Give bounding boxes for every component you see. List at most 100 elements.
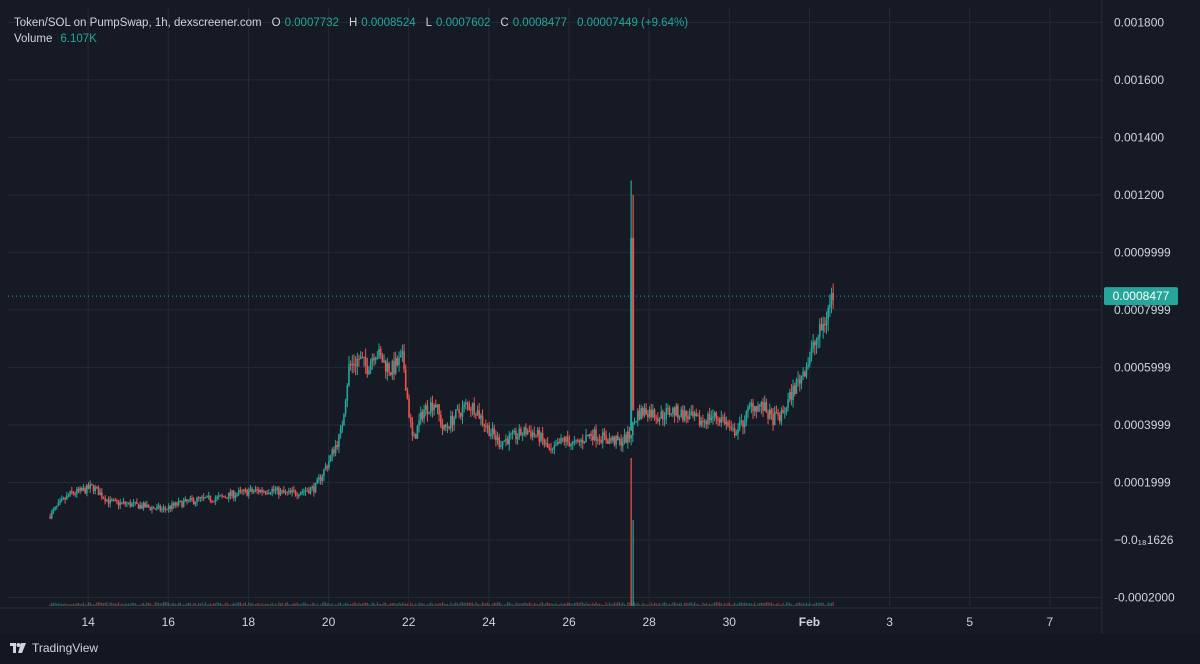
volume-bar bbox=[734, 602, 736, 606]
volume-bar bbox=[418, 602, 420, 606]
candle-body bbox=[289, 490, 292, 493]
candle-body bbox=[712, 416, 714, 418]
volume-bar bbox=[164, 602, 166, 606]
volume-bar bbox=[638, 604, 641, 606]
volume-bar bbox=[284, 602, 287, 606]
candle-body bbox=[648, 409, 651, 418]
volume-bar bbox=[440, 603, 442, 606]
volume-bar bbox=[830, 602, 833, 606]
volume-bar bbox=[435, 603, 437, 606]
price-chart[interactable]: 0.001800 0.001600 0.001400 0.001200 0.000999… bbox=[0, 0, 1200, 634]
volume-bar bbox=[366, 602, 368, 606]
candle-body bbox=[635, 420, 637, 423]
candle-body bbox=[653, 409, 656, 418]
candle-body bbox=[546, 443, 549, 448]
volume-bar bbox=[206, 604, 208, 606]
candle-body bbox=[667, 407, 669, 409]
volume-bar bbox=[184, 604, 186, 606]
volume-bar bbox=[224, 603, 226, 606]
last-price-label: 0.0008477 bbox=[1113, 289, 1170, 303]
candle-body bbox=[237, 490, 240, 494]
volume-bar bbox=[169, 604, 171, 606]
candle-body bbox=[142, 502, 145, 509]
volume-bar bbox=[134, 603, 136, 606]
volume-bar bbox=[72, 603, 75, 606]
volume-bar bbox=[820, 603, 823, 606]
candle-body bbox=[451, 415, 454, 426]
candle-body bbox=[455, 409, 457, 419]
candle-body bbox=[550, 448, 552, 450]
candle-body bbox=[740, 420, 743, 422]
candle-body bbox=[434, 404, 437, 408]
tradingview-brand[interactable]: TradingView bbox=[10, 641, 98, 655]
volume-bar bbox=[428, 603, 430, 606]
volume-bar bbox=[466, 602, 469, 606]
candle-body bbox=[466, 402, 469, 404]
volume-bar bbox=[709, 603, 711, 606]
candle-body bbox=[187, 499, 190, 502]
volume-bar bbox=[750, 603, 752, 606]
candle-body bbox=[790, 392, 793, 401]
volume-bar bbox=[685, 602, 687, 606]
volume-bar bbox=[226, 602, 228, 606]
candle-body bbox=[700, 420, 703, 426]
candle-body bbox=[356, 358, 359, 367]
volume-bar bbox=[496, 602, 499, 606]
volume-bar bbox=[208, 604, 210, 606]
candle-body bbox=[134, 501, 137, 503]
candle-body bbox=[520, 428, 522, 436]
volume-bar bbox=[680, 602, 682, 606]
volume-bar bbox=[316, 603, 318, 606]
high-label: H bbox=[348, 17, 358, 29]
candle-body bbox=[65, 495, 68, 500]
volume-bar bbox=[527, 603, 529, 606]
candle-body bbox=[461, 406, 464, 417]
volume-bar bbox=[256, 603, 258, 606]
candle-body bbox=[313, 486, 315, 493]
candle-body bbox=[131, 503, 133, 507]
candle-body bbox=[129, 502, 132, 507]
candle-body bbox=[411, 421, 414, 436]
volume-bar bbox=[446, 603, 449, 606]
volume-row: Volume 6.107K bbox=[14, 31, 694, 47]
candle-body bbox=[753, 406, 756, 412]
volume-bar bbox=[501, 604, 504, 606]
volume-bar bbox=[552, 603, 554, 606]
high-value: 0.0008524 bbox=[361, 17, 416, 29]
volume-bar bbox=[448, 604, 450, 606]
volume-bar bbox=[121, 603, 123, 606]
volume-bar bbox=[158, 603, 160, 606]
volume-bar bbox=[109, 602, 111, 606]
candle-body bbox=[378, 348, 380, 358]
volume-bar bbox=[368, 604, 370, 606]
candle-body bbox=[808, 357, 811, 365]
volume-bar bbox=[178, 602, 180, 606]
volume-bar bbox=[491, 603, 494, 606]
candle-body bbox=[284, 491, 287, 493]
candle-body bbox=[600, 439, 602, 443]
volume-bar bbox=[166, 602, 168, 606]
candle-body bbox=[236, 493, 238, 496]
candle-body bbox=[176, 502, 178, 506]
candle-body bbox=[767, 412, 769, 419]
candle-body bbox=[505, 438, 507, 441]
candle-body bbox=[431, 402, 434, 411]
candle-body bbox=[216, 496, 218, 499]
volume-bar bbox=[777, 602, 779, 606]
candle-body bbox=[251, 488, 253, 492]
volume-bar bbox=[702, 602, 704, 606]
volume-bar bbox=[244, 602, 247, 606]
candle-body bbox=[199, 497, 202, 499]
volume-bar bbox=[51, 602, 53, 606]
volume-bar bbox=[179, 602, 181, 606]
volume-bar bbox=[610, 604, 612, 606]
volume-bar bbox=[784, 604, 786, 606]
candle-body bbox=[269, 492, 272, 494]
volume-bar bbox=[737, 603, 739, 606]
candle-body bbox=[294, 490, 297, 495]
volume-bar bbox=[592, 602, 594, 606]
time-tick-label: 28 bbox=[642, 615, 656, 629]
candle-body bbox=[566, 436, 569, 442]
candle-body bbox=[209, 495, 212, 502]
